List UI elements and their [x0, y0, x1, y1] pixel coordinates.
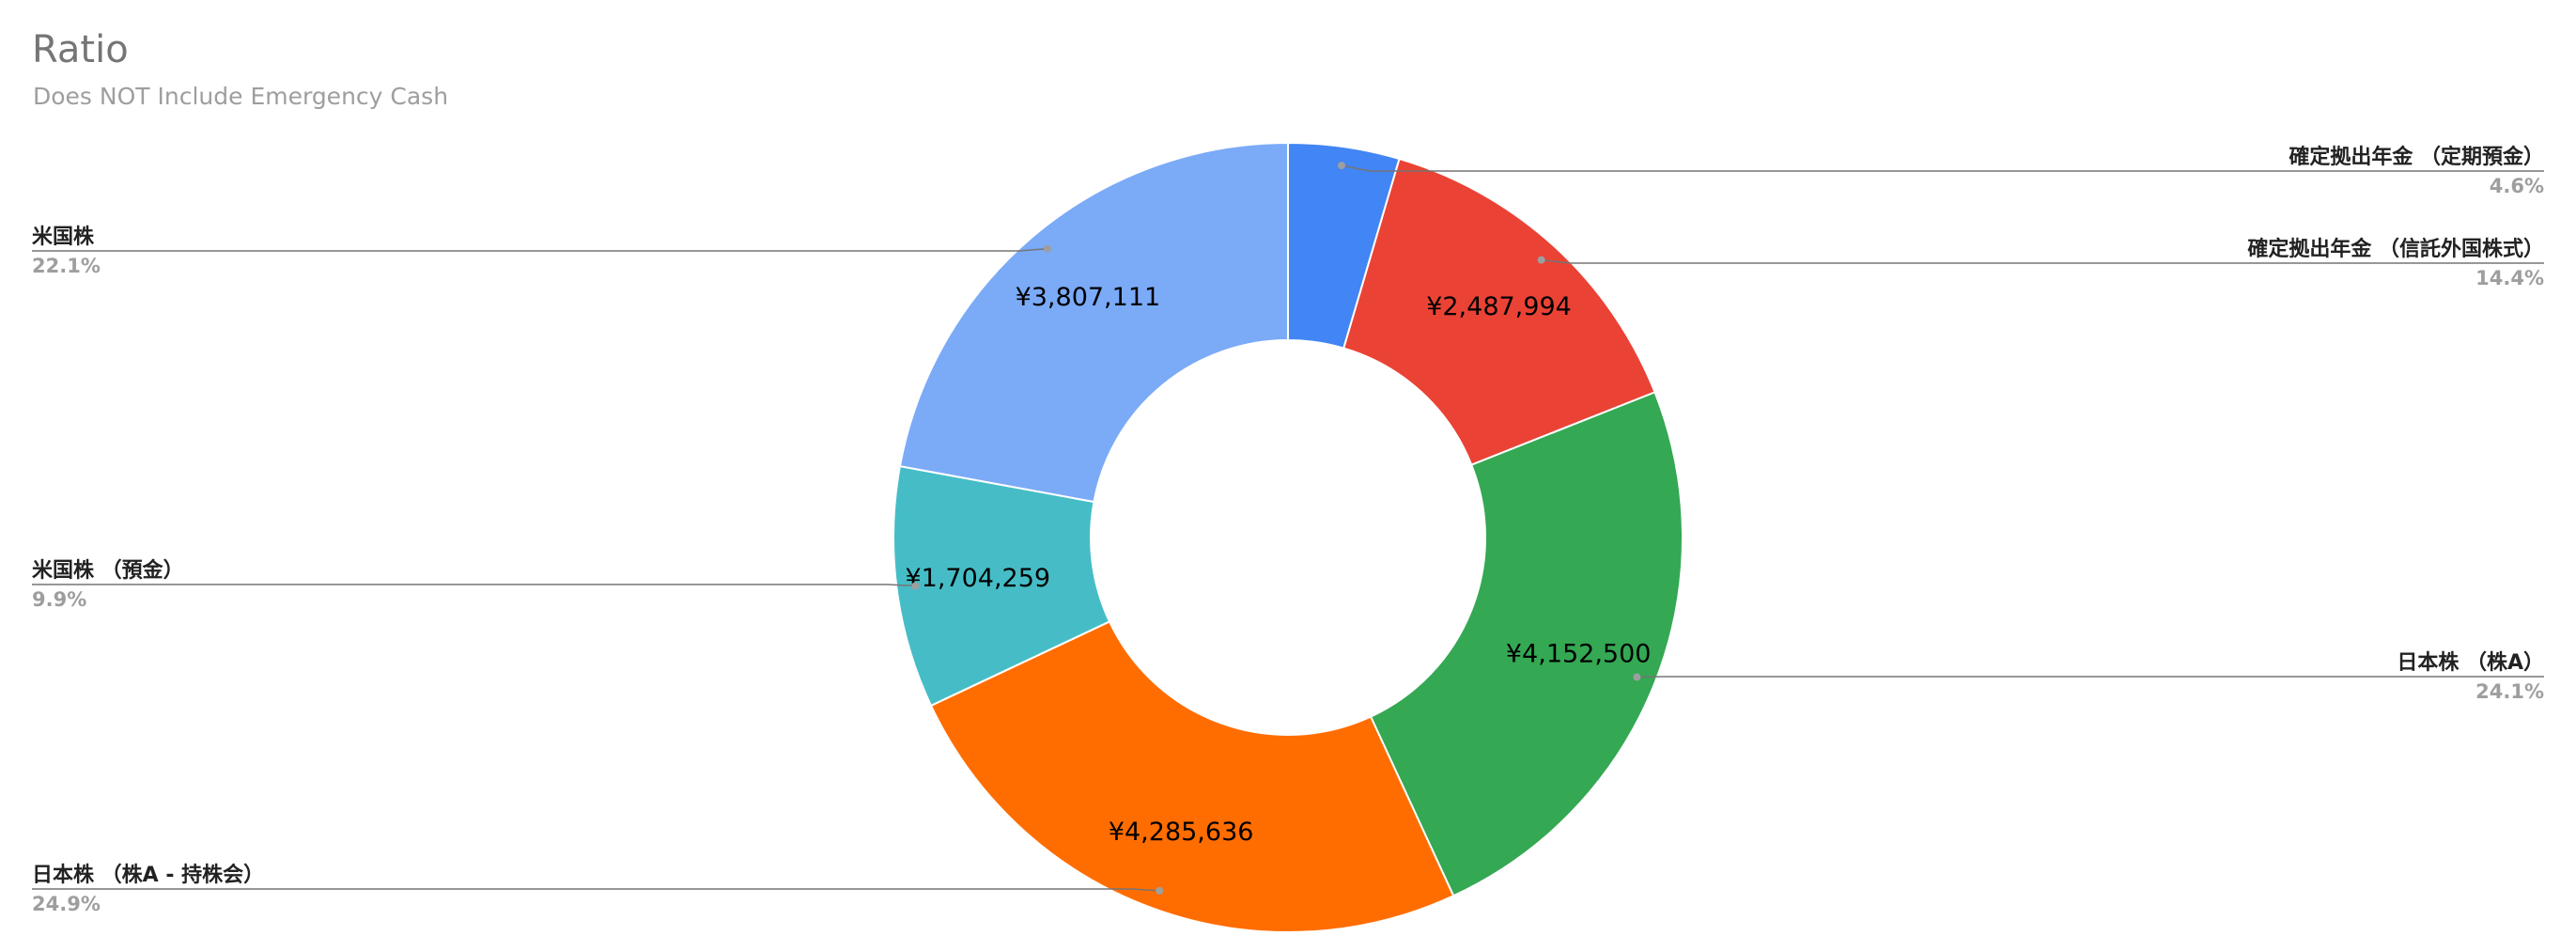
- slice-percent-label: 22.1%: [32, 255, 101, 277]
- slice-value-label: ¥1,704,259: [905, 564, 1050, 593]
- slice-category-label: 日本株 （株A - 持株会）: [32, 863, 264, 887]
- slice-category-label: 確定拠出年金 （定期預金）: [2289, 145, 2544, 169]
- leader-dot: [911, 582, 920, 590]
- pie-slice[interactable]: [929, 620, 1455, 933]
- slice-percent-label: 14.4%: [2475, 267, 2544, 289]
- leader-line: [1341, 164, 2544, 172]
- leader-line: [1637, 676, 2544, 678]
- slice-category-label: 日本株 （株A）: [2397, 651, 2544, 675]
- slice-category-label: 米国株: [32, 226, 95, 249]
- leader-line: [32, 888, 1160, 892]
- pie-slice[interactable]: [898, 141, 1289, 504]
- slice-value-label: ¥4,285,636: [1109, 818, 1254, 847]
- leader-dot: [1633, 673, 1641, 681]
- pie-slice[interactable]: [892, 464, 1111, 708]
- slice-percent-label: 24.1%: [2475, 680, 2544, 703]
- leader-line: [32, 247, 1048, 252]
- slice-category-label: 確定拠出年金 （信託外国株式）: [2247, 237, 2544, 261]
- slices: [892, 141, 1684, 933]
- leader-line: [1541, 258, 2544, 264]
- labels: 確定拠出年金 （定期預金） 4.6% ¥2,487,994 確定拠出年金 （信託外国株…: [32, 145, 2544, 915]
- chart-subtitle: Does NOT Include Emergency Cash: [33, 83, 449, 110]
- slice-value-label: ¥2,487,994: [1426, 292, 1572, 321]
- pie-slice[interactable]: [1342, 157, 1656, 466]
- chart-title: Ratio: [32, 28, 129, 71]
- leader-dot: [1043, 244, 1051, 253]
- leader-dot: [1156, 886, 1164, 895]
- slice-value-label: ¥3,807,111: [1016, 283, 1161, 312]
- slice-percent-label: 24.9%: [32, 893, 101, 915]
- leader-dot: [1537, 256, 1545, 264]
- pie-slice[interactable]: [1369, 391, 1684, 897]
- leader-dot: [1338, 162, 1346, 170]
- slice-percent-label: 4.6%: [2490, 175, 2544, 197]
- slice-percent-label: 9.9%: [32, 588, 86, 611]
- slice-value-label: ¥4,152,500: [1506, 640, 1652, 669]
- slice-category-label: 米国株 （預金）: [32, 558, 184, 583]
